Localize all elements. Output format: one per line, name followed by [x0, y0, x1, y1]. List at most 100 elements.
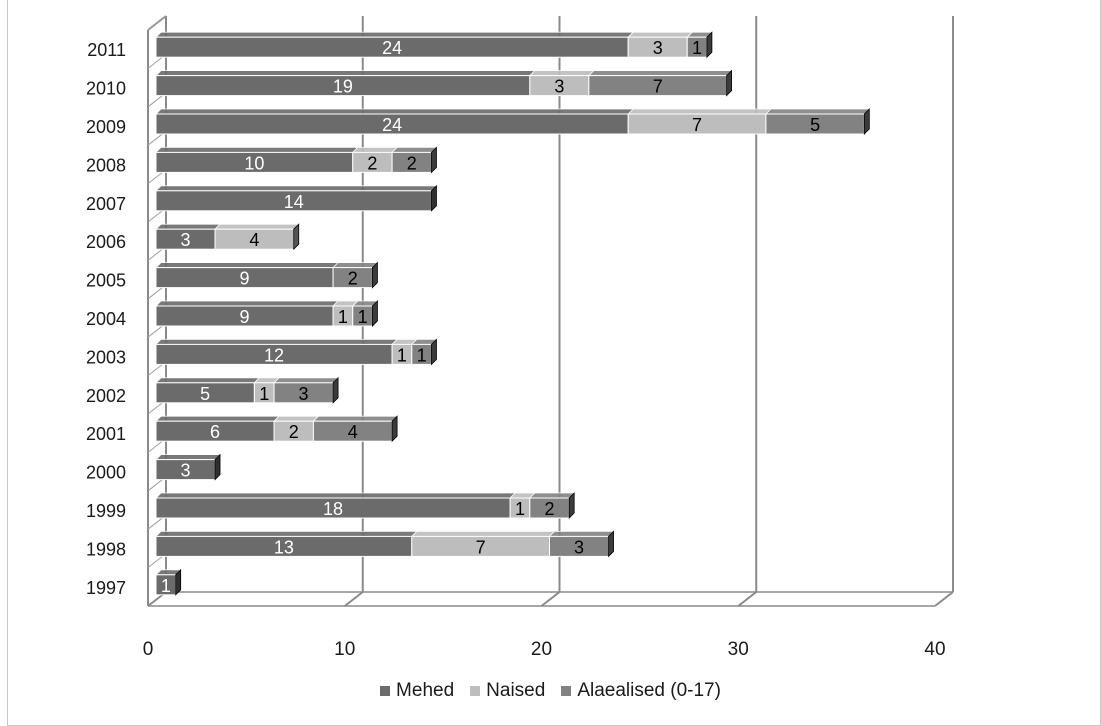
bar-top-face [155, 108, 635, 115]
legend: Mehed Naised Alaealised (0-17) [0, 676, 1101, 706]
data-label-1997-0: 1 [161, 576, 171, 596]
floor-gridline-20 [540, 591, 561, 607]
bar-1999-alaealised-0-17 [528, 492, 576, 519]
legend-label-0: Mehed [396, 680, 455, 701]
bar-2006-naised [214, 223, 300, 251]
data-label-1999-1: 1 [515, 499, 525, 519]
bar-end-face [175, 568, 182, 596]
bar-end-face [293, 223, 300, 251]
bar-1997-mehed [155, 568, 182, 596]
bar-top-face [587, 70, 733, 76]
data-label-2008-1: 2 [367, 153, 377, 173]
bar-end-face [391, 415, 398, 443]
data-label-2002-1: 1 [259, 384, 269, 404]
bar-2004-naised [332, 300, 359, 327]
bar-top-face [627, 31, 694, 38]
bar-top-face [528, 70, 595, 76]
bar-2009-alaealised-0-17 [764, 108, 871, 135]
category-label-2002: 2002 [86, 386, 126, 406]
legend-swatch-0 [380, 686, 391, 696]
data-label-1998-2: 3 [574, 537, 584, 557]
bar-2010-alaealised-0-17 [587, 69, 733, 97]
bar-top-face [155, 223, 221, 230]
bar-2001-alaealised-0-17 [312, 415, 399, 443]
legend-item-2: Alaealised (0-17) [561, 680, 721, 702]
category-label-1998: 1998 [86, 539, 126, 559]
bar-2000-mehed [155, 453, 221, 481]
bar-top-face [548, 531, 615, 537]
bar-1998-alaealised-0-17 [548, 530, 615, 558]
bar-top-face [273, 415, 320, 422]
bars [155, 31, 871, 596]
bar-2002-mehed [155, 377, 261, 404]
category-label-2008: 2008 [86, 155, 126, 175]
x-tick-labels: 0 10 20 30 40 [143, 639, 946, 660]
data-label-1998-1: 7 [476, 537, 486, 557]
bar-top-face [155, 300, 340, 307]
x-tick-label-0: 0 [143, 639, 154, 660]
data-label-2011-2: 1 [692, 38, 702, 58]
bar-end-face [608, 530, 614, 558]
data-label-2001-2: 4 [348, 422, 358, 442]
data-label-2004-0: 9 [240, 307, 250, 327]
x-tick-label-30: 30 [728, 639, 749, 660]
category-label-2001: 2001 [86, 424, 126, 444]
bar-2005-mehed [155, 262, 340, 289]
bar-2001-mehed [155, 415, 281, 442]
data-label-2001-1: 2 [289, 422, 299, 442]
category-label-1999: 1999 [86, 501, 126, 521]
bar-2002-naised [253, 377, 281, 404]
category-label-2009: 2009 [86, 117, 126, 137]
bar-top-face [155, 146, 359, 153]
data-label-2010-2: 7 [653, 77, 663, 97]
bar-top-face [155, 492, 517, 499]
floor-gridline-10 [344, 591, 364, 607]
bar-2010-mehed [155, 70, 536, 97]
bar-2011-mehed [155, 31, 635, 58]
bar-2007-mehed [155, 184, 438, 212]
category-label-2004: 2004 [86, 309, 126, 329]
bar-end-face [431, 146, 437, 174]
x-tick-label-10: 10 [334, 639, 355, 660]
data-label-2008-0: 10 [244, 153, 264, 173]
data-label-1999-2: 2 [544, 499, 554, 519]
legend-label-1: Naised [486, 680, 546, 701]
bar-top-face [155, 531, 418, 537]
data-label-2005-2: 2 [348, 269, 358, 289]
data-label-2010-0: 19 [333, 77, 353, 97]
legend-swatch-1 [470, 686, 481, 696]
data-label-2009-0: 24 [382, 115, 402, 135]
bar-2004-alaealised-0-17 [351, 300, 379, 327]
category-label-2000: 2000 [86, 463, 126, 483]
bar-top-face [155, 454, 221, 461]
x-tick-label-20: 20 [531, 639, 552, 660]
category-label-2005: 2005 [86, 271, 126, 291]
category-label-2007: 2007 [86, 194, 126, 214]
data-label-2009-2: 5 [810, 115, 820, 135]
y-tick-labels: 1997 1998 1999 2000 2001 2002 2003 2004 2005 2006… [86, 15, 167, 598]
data-label-2003-0: 12 [264, 345, 284, 365]
data-label-2005-0: 9 [240, 269, 250, 289]
bar-top-face [155, 377, 261, 384]
bar-top-face [155, 185, 438, 192]
data-label-2003-1: 1 [397, 345, 407, 365]
data-label-2008-2: 2 [407, 153, 417, 173]
bar-end-face [568, 492, 575, 519]
data-label-2000-0: 3 [181, 461, 191, 481]
bar-top-face [627, 108, 772, 115]
data-label-1998-0: 13 [274, 537, 294, 557]
data-label-2004-1: 1 [338, 307, 348, 327]
bar-end-face [706, 31, 713, 59]
bar-top-face [332, 262, 379, 269]
bar-2010-naised [528, 70, 595, 97]
data-label-2011-0: 24 [382, 38, 402, 58]
bar-1998-mehed [155, 531, 418, 557]
category-label-2003: 2003 [86, 347, 126, 367]
data-label-2011-1: 3 [653, 38, 663, 58]
bar-end-face [726, 69, 732, 97]
bar-end-face [372, 261, 378, 289]
bar-1998-naised [410, 531, 556, 557]
bar-top-face [351, 146, 399, 153]
